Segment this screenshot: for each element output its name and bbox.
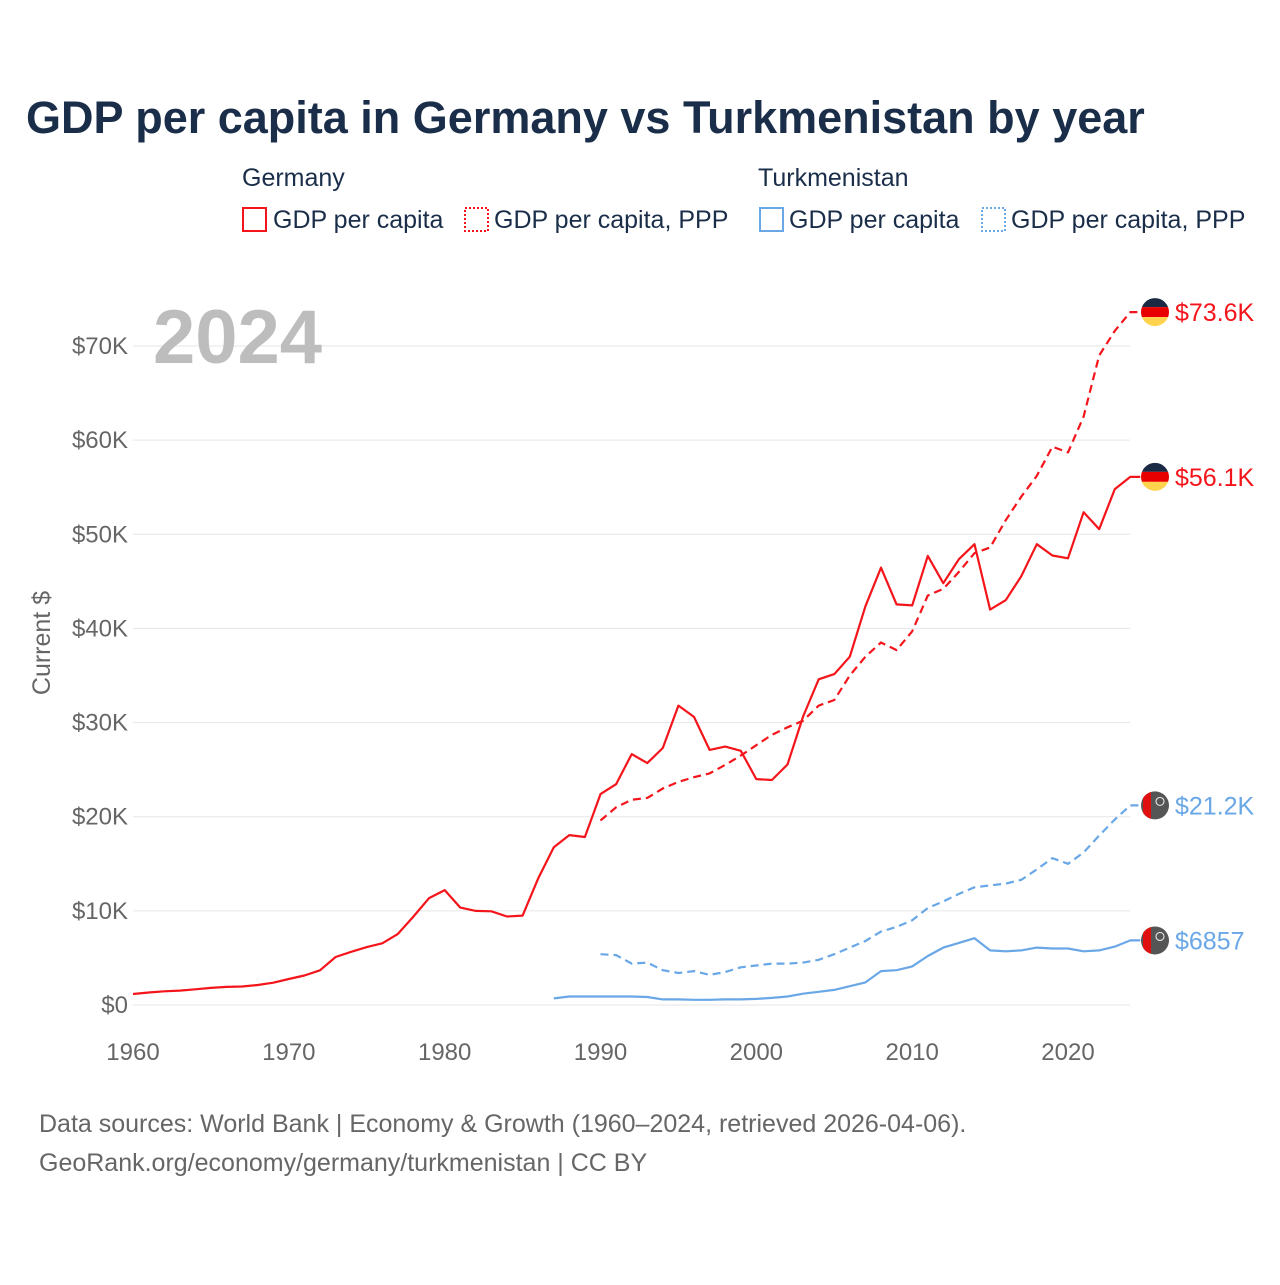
- footer-attribution[interactable]: GeoRank.org/economy/germany/turkmenistan…: [39, 1149, 647, 1177]
- y-tick-label: $30K: [72, 710, 128, 737]
- flag-crescent: [1155, 796, 1165, 807]
- flag-body: [1141, 791, 1169, 820]
- legend-swatch-turkmenistan-gdp[interactable]: [759, 207, 784, 232]
- turkmenistan-flag-icon: [1141, 926, 1169, 955]
- legend-swatch-turkmenistan-ppp[interactable]: [981, 207, 1006, 232]
- flag-body: [1141, 298, 1169, 327]
- legend-swatch-germany-ppp[interactable]: [464, 207, 489, 232]
- germany-flag-icon: [1141, 462, 1169, 491]
- x-tick-label: 2020: [1041, 1039, 1094, 1066]
- x-axis: 1960 1970 1980 1990 2000 2010 2020: [106, 1039, 1094, 1066]
- y-axis: $0 $10K $20K $30K $40K $50K $60K $70K: [72, 333, 128, 1019]
- flag-stripe-red: [1141, 471, 1169, 482]
- y-tick-label: $70K: [72, 333, 128, 360]
- end-labels: $56.1K $73.6K $6857 $21.2K: [1141, 298, 1255, 955]
- y-axis-label: Current $: [28, 591, 56, 695]
- y-tick-label: $10K: [72, 898, 128, 925]
- y-tick-label: $0: [101, 992, 128, 1019]
- flag-stripe-gold: [1141, 317, 1169, 327]
- chart-title: GDP per capita in Germany vs Turkmenista…: [26, 92, 1145, 143]
- flag-body: [1141, 926, 1169, 955]
- end-value-label: $73.6K: [1175, 299, 1255, 327]
- x-tick-label: 1970: [262, 1039, 315, 1066]
- y-tick-label: $40K: [72, 615, 128, 642]
- flag-stripe-black: [1141, 298, 1169, 308]
- legend-item-turkmenistan-ppp[interactable]: GDP per capita, PPP: [1011, 206, 1245, 234]
- series-line-germany-gdp-per-capita-ppp: [599, 311, 1141, 822]
- flag-stripe-black: [1141, 462, 1169, 472]
- series-line-turkmenistan-gdp-per-capita: [553, 937, 1141, 1001]
- y-tick-label: $20K: [72, 804, 128, 831]
- year-watermark: 2024: [153, 295, 322, 380]
- flag-stripe-red: [1141, 307, 1169, 318]
- turkmenistan-flag-icon: [1141, 791, 1169, 820]
- end-value-label: $56.1K: [1175, 464, 1255, 492]
- legend-swatch-germany-gdp[interactable]: [242, 207, 267, 232]
- series-lines: [132, 311, 1141, 1001]
- legend: Germany GDP per capita GDP per capita, P…: [242, 164, 1245, 234]
- y-tick-label: $60K: [72, 427, 128, 454]
- legend-group-germany: Germany: [242, 164, 345, 192]
- legend-item-germany-ppp[interactable]: GDP per capita, PPP: [494, 206, 728, 234]
- y-tick-label: $50K: [72, 521, 128, 548]
- x-tick-label: 1990: [574, 1039, 627, 1066]
- end-value-label: $21.2K: [1175, 792, 1255, 820]
- series-line-turkmenistan-gdp-per-capita-ppp: [600, 804, 1141, 976]
- legend-item-germany-gdp[interactable]: GDP per capita: [273, 206, 444, 234]
- footer-sources: Data sources: World Bank | Economy & Gro…: [39, 1110, 966, 1138]
- x-tick-label: 2010: [885, 1039, 938, 1066]
- x-tick-label: 2000: [730, 1039, 783, 1066]
- flag-stripe-gold: [1141, 481, 1169, 491]
- series-line-germany-gdp-per-capita: [132, 475, 1141, 996]
- germany-flag-icon: [1141, 298, 1169, 327]
- legend-item-turkmenistan-gdp[interactable]: GDP per capita: [789, 206, 960, 234]
- end-value-label: $6857: [1175, 927, 1245, 955]
- x-tick-label: 1980: [418, 1039, 471, 1066]
- legend-group-turkmenistan: Turkmenistan: [758, 164, 909, 192]
- x-tick-label: 1960: [106, 1039, 159, 1066]
- flag-carpet-stripe: [1143, 926, 1151, 955]
- flag-body: [1141, 462, 1169, 491]
- flag-carpet-stripe: [1143, 791, 1151, 820]
- flag-crescent: [1155, 931, 1165, 942]
- gridlines: [133, 345, 1130, 1006]
